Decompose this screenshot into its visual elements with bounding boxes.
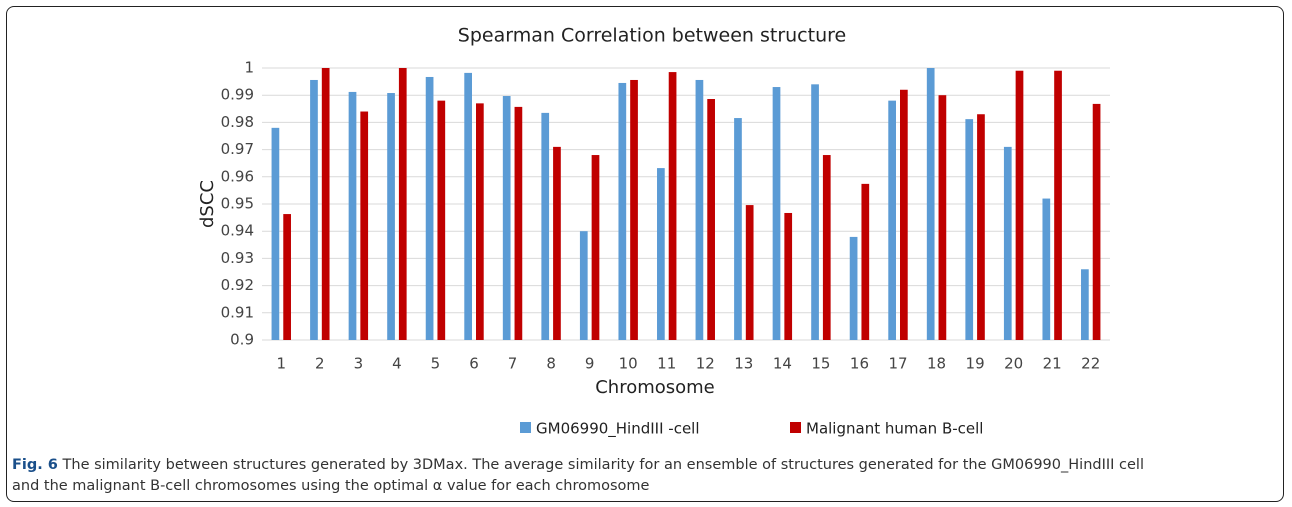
bar xyxy=(1015,70,1024,340)
caption-text: The similarity between structures genera… xyxy=(12,457,1144,494)
bar xyxy=(861,183,870,340)
bar xyxy=(888,100,896,340)
legend-swatch xyxy=(790,422,801,433)
bar xyxy=(822,155,831,340)
y-tick-label: 0.92 xyxy=(221,276,254,294)
bar xyxy=(271,127,280,340)
y-tick-label: 0.94 xyxy=(221,222,254,240)
x-tick-label: 13 xyxy=(734,355,753,373)
y-tick-label: 0.96 xyxy=(221,167,254,185)
bar xyxy=(849,236,858,340)
bar xyxy=(360,111,369,341)
bar xyxy=(591,155,600,340)
x-tick-label: 9 xyxy=(585,355,595,373)
x-tick-label: 15 xyxy=(811,355,830,373)
y-tick-label: 0.97 xyxy=(221,140,254,158)
caption: Fig. 6 The similarity between structures… xyxy=(12,455,1162,497)
y-tick-label: 0.98 xyxy=(221,113,254,131)
x-tick-label: 12 xyxy=(696,355,715,373)
bar xyxy=(321,68,330,340)
bar xyxy=(900,89,908,340)
bar xyxy=(657,168,665,340)
x-tick-label: 16 xyxy=(850,355,869,373)
x-tick-label: 2 xyxy=(315,355,325,373)
bar xyxy=(387,93,395,340)
x-tick-label: 6 xyxy=(469,355,479,373)
x-tick-label: 21 xyxy=(1043,355,1062,373)
bar xyxy=(811,84,819,340)
x-tick-label: 3 xyxy=(354,355,364,373)
x-tick-label: 20 xyxy=(1004,355,1023,373)
bar xyxy=(541,112,550,340)
x-tick-label: 8 xyxy=(546,355,556,373)
x-axis-title: Chromosome xyxy=(595,377,715,398)
x-tick-label: 22 xyxy=(1081,355,1100,373)
x-tick-label: 14 xyxy=(773,355,792,373)
x-tick-label: 4 xyxy=(392,355,402,373)
bar xyxy=(502,96,511,341)
bar xyxy=(348,91,357,340)
bar xyxy=(1092,103,1101,341)
y-tick-label: 0.9 xyxy=(230,331,254,349)
bar xyxy=(965,119,974,340)
legend-label: Malignant human B-cell xyxy=(806,420,983,438)
y-tick-label: 0.99 xyxy=(221,86,254,104)
chart: Spearman Correlation between structure C… xyxy=(197,25,1110,439)
bar xyxy=(630,79,638,340)
bar xyxy=(926,68,935,340)
y-tick-label: 0.95 xyxy=(221,195,254,213)
legend-swatch xyxy=(520,422,531,433)
legend-label: GM06990_HindIII -cell xyxy=(536,420,700,439)
bar xyxy=(579,231,588,340)
x-tick-label: 5 xyxy=(431,355,441,373)
bar xyxy=(310,79,318,340)
bar xyxy=(784,212,793,340)
bar xyxy=(1003,146,1012,340)
bar xyxy=(1054,70,1062,340)
y-tick-label: 1 xyxy=(244,59,254,77)
bar xyxy=(553,146,561,340)
figure-frame xyxy=(6,6,1284,502)
x-tick-label: 7 xyxy=(508,355,518,373)
x-tick-label: 19 xyxy=(966,355,985,373)
caption-label: Fig. 6 xyxy=(12,457,58,473)
bar xyxy=(668,72,677,340)
bar xyxy=(283,214,291,340)
bar xyxy=(695,79,704,340)
y-tick-label: 0.91 xyxy=(221,303,254,321)
bar xyxy=(437,100,446,340)
y-tick-label: 0.93 xyxy=(221,249,254,267)
chart-title: Spearman Correlation between structure xyxy=(458,25,846,47)
bar xyxy=(1081,269,1089,340)
bar xyxy=(425,76,434,340)
bar xyxy=(707,99,715,341)
y-axis-title: dSCC xyxy=(197,180,218,228)
bar xyxy=(734,118,742,340)
x-tick-label: 1 xyxy=(276,355,286,373)
x-tick-label: 18 xyxy=(927,355,946,373)
x-tick-label: 10 xyxy=(619,355,638,373)
bar xyxy=(618,82,627,341)
x-tick-label: 11 xyxy=(657,355,676,373)
bar xyxy=(476,103,484,340)
bar xyxy=(772,87,781,340)
x-tick-label: 17 xyxy=(888,355,907,373)
bar xyxy=(938,95,947,340)
bar xyxy=(745,205,754,340)
bar xyxy=(1042,198,1051,340)
bar xyxy=(514,106,523,340)
bar xyxy=(398,68,407,340)
bar xyxy=(977,114,985,341)
bar xyxy=(464,72,472,341)
